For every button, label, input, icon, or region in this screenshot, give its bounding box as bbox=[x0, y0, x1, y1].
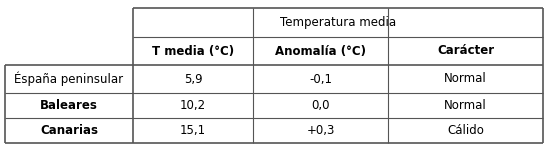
Text: Temperatura media: Temperatura media bbox=[280, 16, 396, 29]
Text: T media (°C): T media (°C) bbox=[152, 45, 234, 57]
Text: Éspaña peninsular: Éspaña peninsular bbox=[14, 72, 124, 86]
Text: Canarias: Canarias bbox=[40, 124, 98, 137]
Text: Normal: Normal bbox=[444, 73, 487, 85]
Text: Anomalía (°C): Anomalía (°C) bbox=[275, 45, 366, 57]
Text: -0,1: -0,1 bbox=[309, 73, 332, 85]
Text: Normal: Normal bbox=[444, 99, 487, 112]
Text: Cálido: Cálido bbox=[447, 124, 484, 137]
Text: 0,0: 0,0 bbox=[311, 99, 330, 112]
Text: 15,1: 15,1 bbox=[180, 124, 206, 137]
Text: +0,3: +0,3 bbox=[306, 124, 335, 137]
Text: Carácter: Carácter bbox=[437, 45, 494, 57]
Text: 5,9: 5,9 bbox=[184, 73, 202, 85]
Text: Baleares: Baleares bbox=[40, 99, 98, 112]
Text: 10,2: 10,2 bbox=[180, 99, 206, 112]
